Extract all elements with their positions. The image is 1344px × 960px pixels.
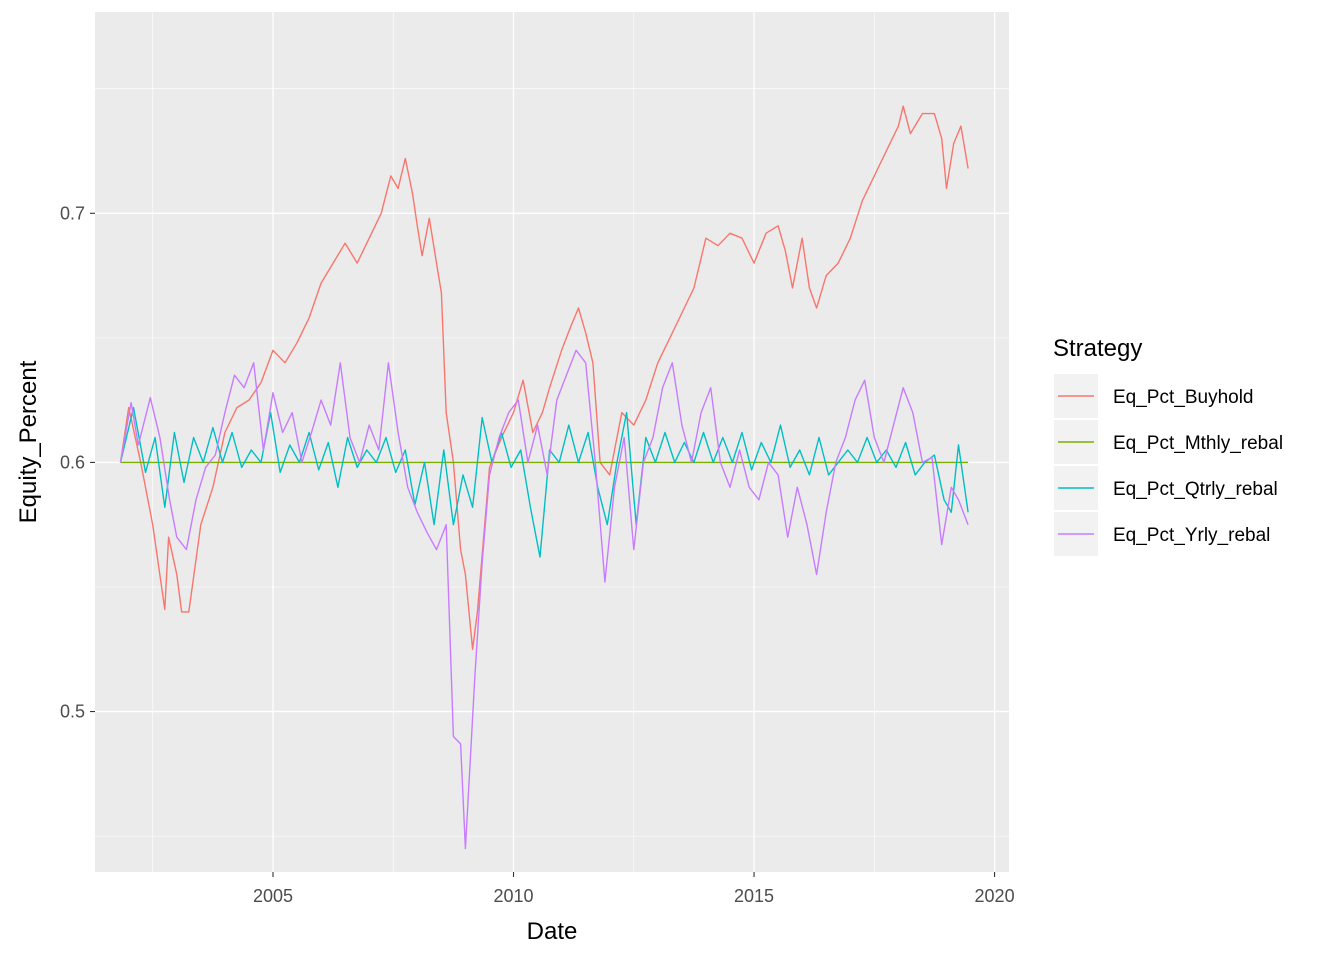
y-axis-title: Equity_Percent (15, 360, 42, 523)
x-tick-label: 2020 (975, 886, 1015, 906)
series-lines (119, 105, 969, 850)
legend-item: Eq_Pct_Qtrly_rebal (1054, 466, 1278, 510)
x-tick-label: 2005 (253, 886, 293, 906)
legend-item: Eq_Pct_Yrly_rebal (1054, 512, 1270, 556)
legend-item: Eq_Pct_Mthly_rebal (1054, 420, 1283, 464)
legend-label: Eq_Pct_Buyhold (1113, 387, 1254, 408)
y-tick-label: 0.5 (60, 702, 85, 722)
minor-gridlines (95, 12, 1009, 872)
legend-title: Strategy (1053, 335, 1142, 362)
legend-label: Eq_Pct_Qtrly_rebal (1113, 479, 1278, 500)
legend-item: Eq_Pct_Buyhold (1054, 374, 1254, 418)
y-tick-label: 0.6 (60, 452, 85, 472)
series-line-Eq_Pct_Yrly_rebal (119, 349, 969, 850)
series-line-Eq_Pct_Buyhold (119, 105, 969, 650)
y-axis: 0.5 0.6 0.7 (60, 203, 95, 722)
x-axis-title: Date (527, 918, 578, 945)
legend: Strategy Eq_Pct_Buyhold Eq_Pct_Mthly_reba… (1053, 335, 1283, 556)
x-axis: 2005 2010 2015 2020 (253, 872, 1015, 906)
x-tick-label: 2010 (493, 886, 533, 906)
x-tick-label: 2015 (734, 886, 774, 906)
legend-label: Eq_Pct_Mthly_rebal (1113, 433, 1283, 454)
y-tick-label: 0.7 (60, 203, 85, 223)
legend-label: Eq_Pct_Yrly_rebal (1113, 525, 1270, 546)
